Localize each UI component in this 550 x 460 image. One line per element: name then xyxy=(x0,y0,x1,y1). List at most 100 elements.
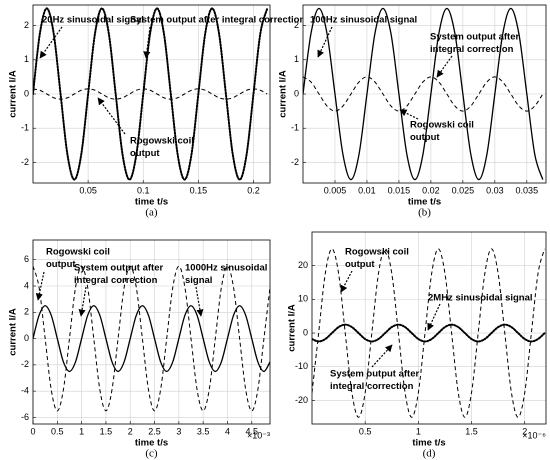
x-axis-label: time t/s xyxy=(135,197,168,208)
x-tick-label: 0.5 xyxy=(359,426,372,436)
annotation: 100Hz sinusoidal signal xyxy=(310,15,417,26)
series-group xyxy=(33,265,270,412)
x-axis-label: time t/s xyxy=(408,197,441,208)
annotation-arrow xyxy=(371,344,393,368)
x-tick-label: 0.2 xyxy=(247,185,260,195)
annotation: System output after xyxy=(74,263,164,274)
annotation: output xyxy=(345,259,375,270)
y-axis-label: current I/A xyxy=(278,70,289,118)
y-tick-label: -2 xyxy=(21,359,29,369)
x-tick-label: 0.015 xyxy=(388,185,411,195)
y-tick-label: 0 xyxy=(294,88,299,98)
caption: (b) xyxy=(418,207,431,219)
x-tick-label: 0.01 xyxy=(358,185,376,195)
y-tick-label: -1 xyxy=(291,123,299,133)
annotation: integral correction xyxy=(74,275,158,286)
annotation-arrow xyxy=(39,26,63,59)
annotation: integral correction xyxy=(430,44,514,55)
annotation: Rogowski coil xyxy=(130,136,194,147)
x-tick-label: 0.025 xyxy=(452,185,475,195)
y-tick-label: -4 xyxy=(21,386,29,396)
annotation: output xyxy=(46,259,76,270)
x-tick-label: 2 xyxy=(128,426,133,436)
annotation: output xyxy=(130,148,160,159)
annotation-arrow xyxy=(78,286,87,317)
y-axis-label: current I/A xyxy=(8,70,19,118)
y-tick-label: 2 xyxy=(24,307,29,317)
annotation-arrow xyxy=(97,97,126,135)
x-tick-label: 3.5 xyxy=(197,426,210,436)
y-tick-label: 1 xyxy=(24,54,29,64)
series-line xyxy=(303,76,544,112)
x-tick-label: 0.15 xyxy=(190,185,208,195)
series-group xyxy=(303,7,544,181)
caption: (d) xyxy=(423,448,436,460)
y-tick-label: 0 xyxy=(24,333,29,343)
y-tick-label: 6 xyxy=(24,254,29,264)
series-line xyxy=(312,323,546,343)
x-exponent-label: ×10⁻⁶ xyxy=(522,430,546,440)
annotation: System output after integral correction xyxy=(130,15,305,26)
annotation-arrow xyxy=(436,55,453,78)
annotation: integral correction xyxy=(330,381,414,392)
series-group xyxy=(33,7,269,181)
annotation: Rogowski coil xyxy=(410,120,474,131)
x-tick-label: 0.005 xyxy=(324,185,347,195)
y-tick-label: -2 xyxy=(291,157,299,167)
annotation-arrow xyxy=(340,270,353,293)
y-tick-label: -10 xyxy=(295,361,308,371)
annotation: Rogowski coil xyxy=(46,247,110,258)
x-tick-label: 4 xyxy=(225,426,230,436)
axes-frame xyxy=(32,4,271,184)
y-tick-label: 0 xyxy=(303,327,308,337)
y-tick-label: -20 xyxy=(295,395,308,405)
caption: (c) xyxy=(145,448,158,460)
x-tick-label: 2 xyxy=(522,426,527,436)
x-tick-label: 1.5 xyxy=(100,426,113,436)
series-group xyxy=(312,248,546,418)
annotation: output xyxy=(410,132,440,143)
annotation: System output after xyxy=(430,32,520,43)
annotation: 20Hz sinusoidal signal xyxy=(42,15,144,26)
y-tick-label: 2 xyxy=(24,20,29,30)
series-line xyxy=(33,265,270,412)
y-tick-label: 20 xyxy=(298,260,308,270)
x-axis-label: time t/s xyxy=(412,438,445,449)
annotation-arrow xyxy=(427,303,441,331)
x-tick-label: 0.02 xyxy=(422,185,440,195)
x-tick-label: 0.1 xyxy=(137,185,150,195)
annotation: 2MHz sinusoidal signal xyxy=(428,293,533,304)
y-axis-label: current I/A xyxy=(8,308,19,356)
series-line xyxy=(33,88,268,100)
y-tick-label: 4 xyxy=(24,280,29,290)
y-axis-label: current I/A xyxy=(287,304,298,352)
x-tick-label: 3 xyxy=(176,426,181,436)
x-tick-label: 0.5 xyxy=(51,426,64,436)
annotation-arrow xyxy=(35,271,45,301)
x-tick-label: 4.5 xyxy=(246,426,259,436)
y-tick-label: 0 xyxy=(24,88,29,98)
series-line xyxy=(33,305,270,373)
y-tick-label: -1 xyxy=(21,123,29,133)
caption: (a) xyxy=(145,207,158,219)
x-tick-label: 0.035 xyxy=(516,185,539,195)
axes-frame xyxy=(32,239,271,425)
y-tick-label: -2 xyxy=(21,157,29,167)
x-axis-label: time t/s xyxy=(135,438,168,449)
x-tick-label: 0.03 xyxy=(486,185,504,195)
x-tick-label: 0 xyxy=(30,426,35,436)
annotation-arrow xyxy=(195,286,204,317)
series-line xyxy=(312,248,546,418)
annotation: Rogowski coil xyxy=(345,247,409,258)
axes-frame xyxy=(311,231,547,425)
series-line xyxy=(33,7,269,181)
annotation-arrow xyxy=(143,26,151,59)
annotation: signal xyxy=(185,275,212,286)
y-tick-label: 1 xyxy=(294,54,299,64)
y-tick-label: -6 xyxy=(21,412,29,422)
x-exponent-label: ×10⁻³ xyxy=(247,430,270,440)
axes-frame xyxy=(302,4,547,184)
series-line xyxy=(303,7,544,181)
x-tick-label: 2.5 xyxy=(148,426,161,436)
